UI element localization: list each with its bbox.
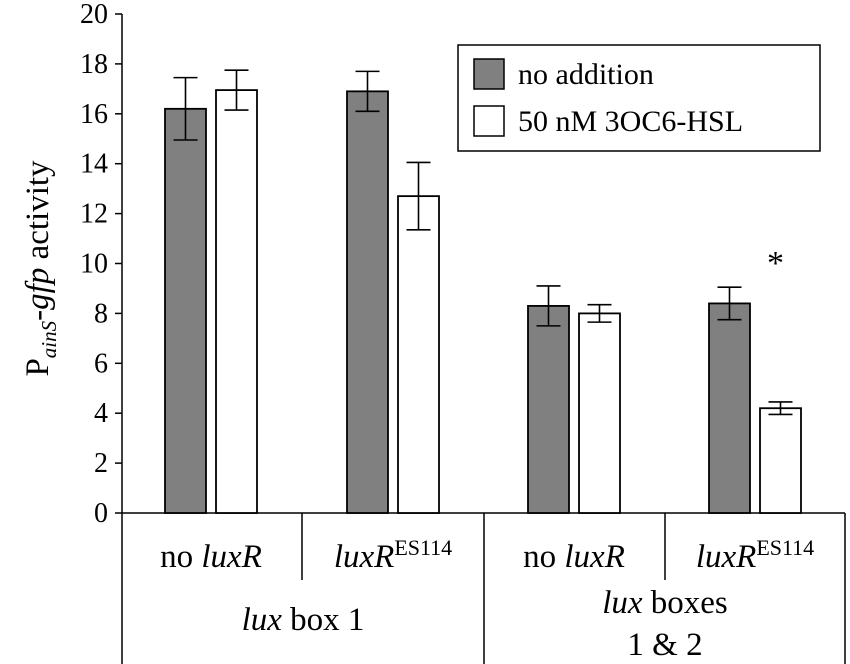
significance-asterisk: * [767,245,784,282]
legend-label: 50 nM 3OC6-HSL [518,105,743,138]
y-tick-label: 0 [94,498,108,529]
bar [578,312,621,514]
y-tick-label: 10 [80,249,108,280]
bar [527,305,570,514]
y-tick-label: 18 [80,49,108,80]
y-tick-label: 14 [80,149,108,180]
y-tick-label: 12 [80,199,108,230]
x-group-label: lux boxes [602,585,728,621]
legend-label: no addition [518,58,654,91]
y-axis-label: PainS-gfp activity [20,160,61,377]
y-tick-label: 20 [80,0,108,30]
x-group-label-line2: 1 & 2 [627,627,702,663]
legend-swatch [473,58,505,90]
bar [397,195,440,514]
legend-swatch [473,105,505,137]
x-group-label: lux box 1 [242,602,365,638]
x-category-label: luxRES114 [696,535,814,575]
bar [346,90,389,514]
legend-box [457,44,821,152]
bar [164,107,207,514]
y-tick-label: 16 [80,99,108,130]
bar [215,89,258,514]
y-tick-label: 6 [94,348,108,379]
bar [708,302,751,514]
y-tick-label: 8 [94,298,108,329]
x-category-label: no luxR [160,539,262,575]
x-category-label: luxRES114 [334,535,452,575]
y-tick-label: 4 [94,398,108,429]
y-tick-label: 2 [94,448,108,479]
bar [759,407,802,514]
x-category-label: no luxR [523,539,625,575]
